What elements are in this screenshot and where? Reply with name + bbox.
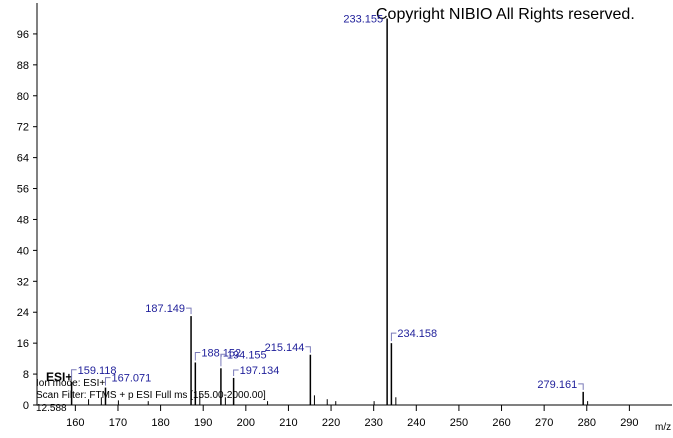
x-tick-label: 180 — [151, 417, 169, 429]
peak-label: 197.134 — [240, 365, 280, 377]
mode: ESI+ — [46, 370, 72, 384]
x-tick-label: 260 — [492, 417, 510, 429]
y-tick-label: 56 — [17, 184, 29, 196]
label-bracket — [390, 332, 397, 342]
peak-label: 194.155 — [227, 349, 267, 361]
y-tick-label: 24 — [17, 307, 29, 319]
y-tick-label: 96 — [17, 29, 29, 41]
label-bracket — [220, 353, 226, 367]
peak-label: 233.155 — [343, 13, 383, 25]
x-tick-label: 220 — [322, 417, 340, 429]
x-tick-label: 170 — [109, 417, 127, 429]
x-tick-label: 270 — [535, 417, 553, 429]
x-tick-label: 240 — [407, 417, 425, 429]
ion-mode: Ion mode: ESI+ — [36, 378, 105, 389]
x-tick-label: 200 — [237, 417, 255, 429]
label-bracket — [305, 346, 311, 353]
y-tick-label: 48 — [17, 214, 29, 226]
time: 12.588 — [36, 403, 67, 414]
x-tick-label: 250 — [450, 417, 468, 429]
y-tick-label: 32 — [17, 276, 29, 288]
x-axis-label: m/z — [655, 422, 671, 433]
peak-label: 215.144 — [265, 342, 305, 354]
y-tick-label: 0 — [23, 400, 29, 412]
y-tick-label: 72 — [17, 122, 29, 134]
x-tick-label: 290 — [620, 417, 638, 429]
x-tick-label: 190 — [194, 417, 212, 429]
y-tick-label: 80 — [17, 91, 29, 103]
x-tick-label: 280 — [578, 417, 596, 429]
x-tick-label: 160 — [66, 417, 84, 429]
y-tick-label: 88 — [17, 60, 29, 72]
scan-filter: Scan Filter: FTMS + p ESI Full ms [155.0… — [36, 390, 266, 401]
label-bracket — [186, 307, 192, 315]
peak-label: 188.152 — [201, 347, 241, 359]
label-bracket — [104, 377, 111, 386]
peak-label: 234.158 — [397, 328, 437, 340]
peak-label: 187.149 — [145, 303, 185, 315]
y-tick-label: 16 — [17, 338, 29, 350]
peak-label: 167.071 — [111, 373, 151, 385]
peak-label: 159.118 — [78, 365, 117, 377]
label-bracket — [71, 369, 77, 380]
x-tick-label: 230 — [364, 417, 382, 429]
label-bracket — [194, 351, 201, 361]
x-tick-label: 210 — [279, 417, 297, 429]
y-tick-label: 8 — [23, 369, 29, 381]
label-bracket — [233, 369, 239, 376]
label-bracket — [578, 383, 584, 390]
copyright: Copyright NIBIO All Rights reserved. — [376, 6, 635, 23]
y-tick-label: 64 — [17, 153, 29, 165]
peak-label: 279.161 — [537, 379, 577, 391]
y-tick-label: 40 — [17, 245, 29, 257]
